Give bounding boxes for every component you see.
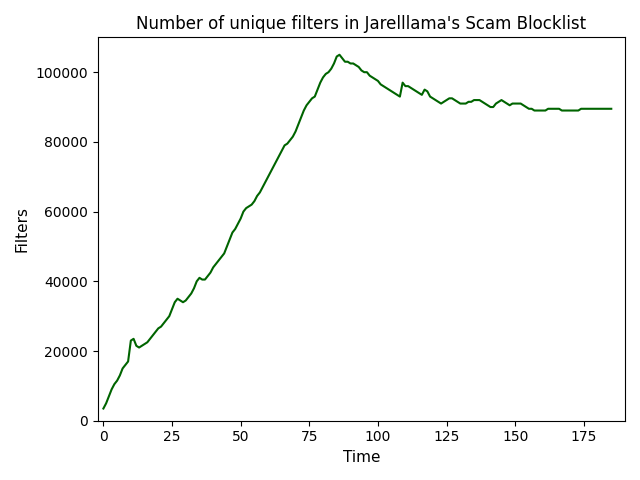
Title: Number of unique filters in Jarelllama's Scam Blocklist: Number of unique filters in Jarelllama's…	[136, 15, 586, 33]
X-axis label: Time: Time	[342, 450, 380, 465]
Y-axis label: Filters: Filters	[15, 206, 30, 252]
